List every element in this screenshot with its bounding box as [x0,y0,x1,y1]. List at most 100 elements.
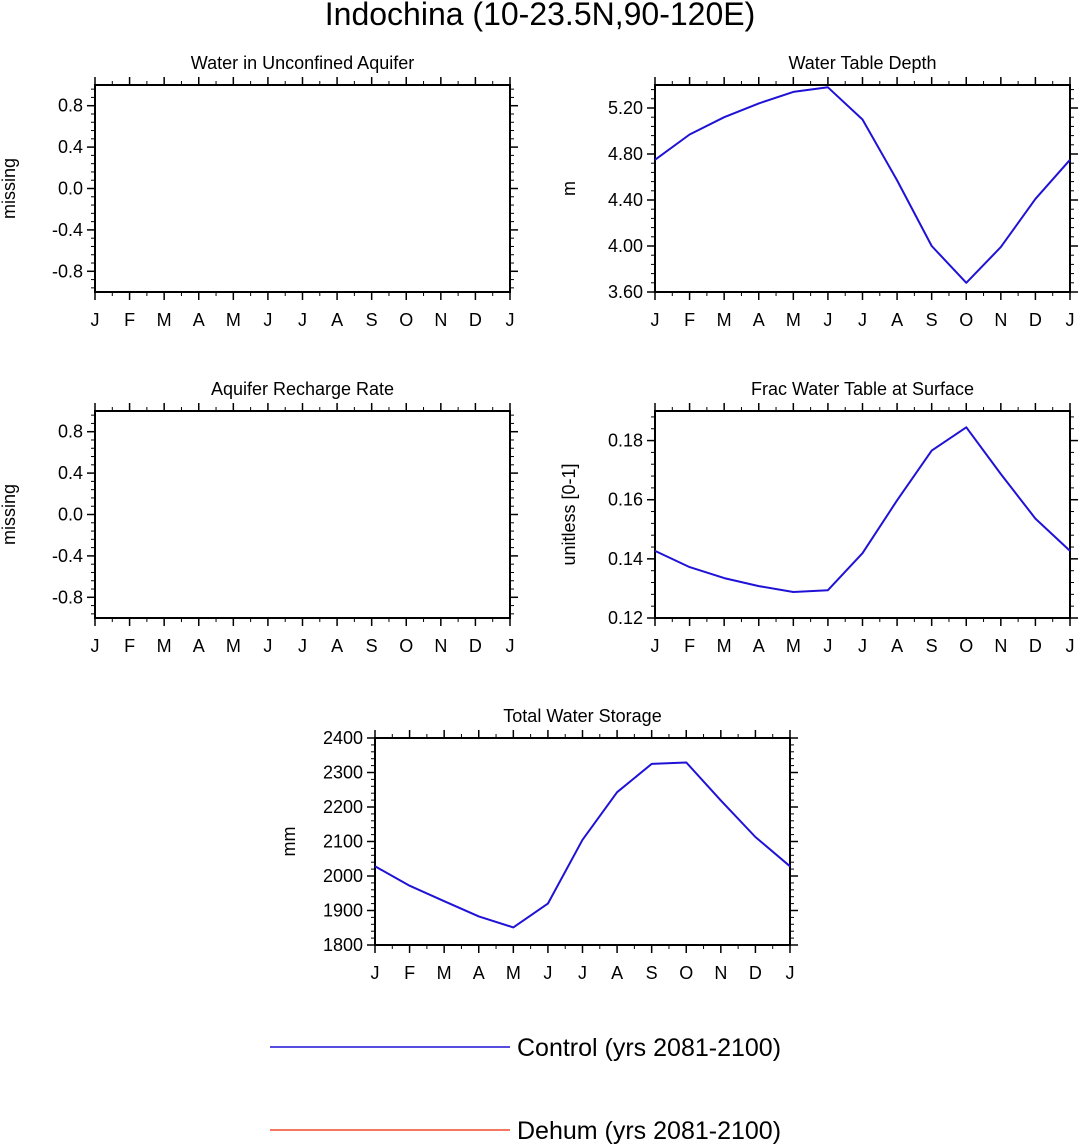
y-tick-label: 0.0 [58,179,83,199]
x-tick-label: M [157,636,172,656]
x-tick-label: O [959,636,973,656]
y-tick-label: 2100 [323,832,363,852]
chart-panels: Water in Unconfined Aquifer missing J F M A M J… [0,53,1078,983]
panel-title: Frac Water Table at Surface [751,379,974,399]
y-tick-label: 0.18 [608,431,643,451]
y-tick-label: -0.8 [52,261,83,281]
y-axis-label: unitless [0-1] [559,463,579,565]
x-tick-label: M [226,310,241,330]
x-tick-label: F [404,963,415,983]
x-tick-label: J [823,636,832,656]
x-tick-label: J [506,636,515,656]
y-tick-label: 0.14 [608,549,643,569]
x-tick-label: J [858,310,867,330]
y-tick-label: 5.20 [608,98,643,118]
y-tick-label: 4.40 [608,190,643,210]
legend-label-control: Control (yrs 2081-2100) [517,1034,781,1062]
y-tick-label: 4.00 [608,236,643,256]
x-tick-label: J [858,636,867,656]
panel-title: Water Table Depth [788,53,936,73]
y-tick-label: 2300 [323,763,363,783]
x-tick-label: J [263,310,272,330]
x-tick-label: F [124,636,135,656]
panel-title: Aquifer Recharge Rate [211,379,394,399]
x-tick-label: F [684,310,695,330]
x-tick-label: S [646,963,658,983]
x-tick-label: M [717,636,732,656]
x-tick-label: A [891,310,903,330]
y-tick-label: 0.4 [58,137,83,157]
x-tick-label: D [469,310,482,330]
x-tick-label: S [926,310,938,330]
y-tick-label: 1900 [323,901,363,921]
x-tick-label: M [717,310,732,330]
x-tick-label: D [749,963,762,983]
x-tick-label: J [651,636,660,656]
series-line-control [654,426,1071,593]
x-tick-label: J [298,310,307,330]
panel-title: Total Water Storage [503,706,661,726]
x-tick-label: N [434,636,447,656]
y-axis-label: missing [0,484,19,545]
y-tick-label: -0.4 [52,220,83,240]
x-tick-label: A [193,636,205,656]
x-tick-label: A [473,963,485,983]
x-tick-label: J [786,963,795,983]
x-tick-label: A [891,636,903,656]
x-tick-label: O [959,310,973,330]
series-line-control [374,761,791,929]
x-tick-label: D [469,636,482,656]
y-tick-label: -0.4 [52,546,83,566]
y-tick-label: 0.0 [58,505,83,525]
plot-frame [654,84,1071,293]
x-tick-label: J [578,963,587,983]
y-tick-label: 4.80 [608,144,643,164]
x-tick-label: N [994,310,1007,330]
x-tick-label: N [434,310,447,330]
y-tick-label: 1800 [323,935,363,955]
x-tick-label: J [298,636,307,656]
series-line-control [654,86,1071,284]
x-tick-label: J [651,310,660,330]
x-tick-label: J [543,963,552,983]
x-tick-label: A [753,310,765,330]
y-tick-label: 3.60 [608,282,643,302]
x-tick-label: J [506,310,515,330]
chart-panel-2: Water Table Depth m J F M A M J J A S O N D J 3.60 4.00 4… [559,53,1078,330]
x-tick-label: O [679,963,693,983]
x-tick-label: O [399,636,413,656]
chart-panel-4: Frac Water Table at Surface unitless [0-1… [559,379,1078,656]
x-tick-label: N [714,963,727,983]
y-axis-label: missing [0,158,19,219]
chart-panel-3: Aquifer Recharge Rate missing J F M A M J J A S O N D… [0,379,518,656]
y-tick-label: 2400 [323,728,363,748]
y-tick-label: -0.8 [52,587,83,607]
x-tick-label: D [1029,310,1042,330]
y-axis-label: m [559,181,579,196]
legend-label-dehum: Dehum (yrs 2081-2100) [517,1117,781,1144]
x-tick-label: S [926,636,938,656]
x-tick-label: M [226,636,241,656]
x-tick-label: A [331,310,343,330]
x-tick-label: D [1029,636,1042,656]
x-tick-label: M [506,963,521,983]
y-axis-label: mm [279,827,299,857]
x-tick-label: F [124,310,135,330]
plot-frame [94,84,511,293]
legend: Control (yrs 2081-2100) Dehum (yrs 2081-… [270,1034,781,1144]
x-tick-label: M [437,963,452,983]
x-tick-label: J [91,310,100,330]
y-tick-label: 0.4 [58,463,83,483]
x-tick-label: J [91,636,100,656]
y-tick-label: 0.8 [58,96,83,116]
y-tick-label: 0.16 [608,490,643,510]
x-tick-label: O [399,310,413,330]
x-tick-label: J [371,963,380,983]
x-tick-label: J [1066,310,1075,330]
x-tick-label: J [263,636,272,656]
y-tick-label: 0.8 [58,422,83,442]
y-tick-label: 0.12 [608,608,643,628]
figure-title: Indochina (10-23.5N,90-120E) [325,0,756,32]
x-tick-label: A [753,636,765,656]
